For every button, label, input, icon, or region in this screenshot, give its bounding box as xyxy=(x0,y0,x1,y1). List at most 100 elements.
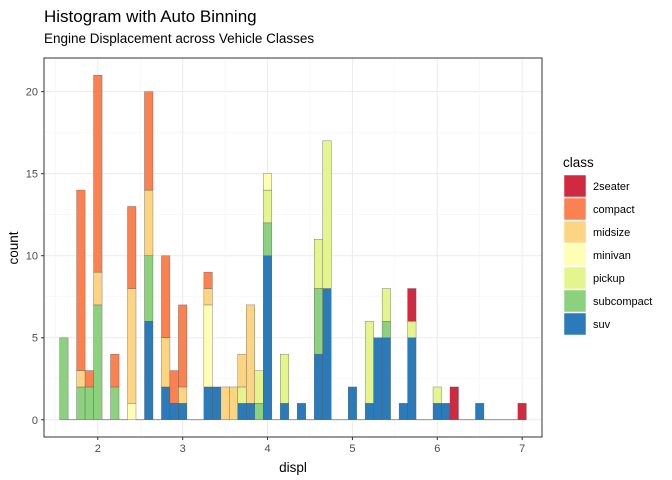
legend-label-pickup: pickup xyxy=(593,273,625,285)
bar-segment-suv xyxy=(441,403,451,420)
bar-segment-suv xyxy=(144,321,154,420)
bar-segment-midsize xyxy=(161,337,171,388)
legend-label-minivan: minivan xyxy=(593,250,631,262)
bar-segment-suv xyxy=(212,386,222,420)
bar-segment-midsize xyxy=(76,370,86,388)
legend-swatch-compact xyxy=(563,197,587,221)
bar-segment-subcompact xyxy=(381,321,391,338)
bar-segment-compact xyxy=(76,189,86,371)
bars-layer xyxy=(59,75,527,421)
chart-title: Histogram with Auto Binning xyxy=(44,7,257,26)
legend-label-midsize: midsize xyxy=(593,227,630,239)
bar-segment-suv xyxy=(364,403,374,420)
bar-segment-suv xyxy=(263,255,272,420)
bar-segment-pickup xyxy=(280,353,289,404)
legend-swatch-pickup xyxy=(563,266,587,290)
bar-segment-pickup xyxy=(381,288,391,322)
x-tick-label: 7 xyxy=(519,443,525,455)
bar-segment-minivan xyxy=(203,304,213,388)
bar-segment-subcompact xyxy=(84,386,94,420)
bar-segment-suv xyxy=(161,386,171,420)
bar-segment-pickup xyxy=(263,189,272,224)
chart-subtitle: Engine Displacement across Vehicle Class… xyxy=(44,31,314,46)
bar-segment-compact xyxy=(178,304,188,388)
bar-segment-subcompact xyxy=(144,255,154,322)
bar-segment-suv xyxy=(322,288,332,420)
y-tick-label: 20 xyxy=(26,87,38,99)
bar-segment-2seater xyxy=(449,386,459,420)
bar-segment-suv xyxy=(178,403,188,420)
legend-swatch-midsize xyxy=(563,220,587,244)
bar-segment-suv xyxy=(407,337,417,420)
x-tick-label: 4 xyxy=(264,443,270,455)
bar-segment-compact xyxy=(110,353,120,388)
y-axis-label: count xyxy=(6,231,21,264)
bar-segment-pickup xyxy=(322,140,332,289)
legend: class 2seater compact midsize minivan pickup… xyxy=(563,155,652,336)
bar-segment-pickup xyxy=(254,370,264,404)
y-tick-label: 15 xyxy=(26,169,38,181)
bar-segment-subcompact xyxy=(76,386,86,420)
bar-segment-compact xyxy=(84,370,94,388)
bar-segment-compact xyxy=(169,370,179,404)
bar-segment-pickup xyxy=(407,321,417,338)
bar-segment-2seater xyxy=(407,288,417,322)
bar-segment-pickup xyxy=(237,386,247,404)
bar-segment-suv xyxy=(475,403,485,420)
legend-title: class xyxy=(563,155,594,170)
legend-label-subcompact: subcompact xyxy=(593,296,652,308)
bar-segment-subcompact xyxy=(59,337,69,420)
bar-segment-midsize xyxy=(220,386,230,420)
bar-segment-midsize xyxy=(93,271,103,306)
plot-panel xyxy=(44,58,542,437)
bar-segment-pickup xyxy=(364,321,374,404)
bar-segment-2seater xyxy=(517,403,527,420)
x-axis-label: displ xyxy=(279,460,307,475)
bar-segment-midsize xyxy=(229,386,239,420)
bar-segment-suv xyxy=(280,403,289,420)
x-tick-label: 5 xyxy=(349,443,355,455)
x-axis-ticks: 2 3 4 5 6 7 xyxy=(95,437,525,455)
bar-segment-compact xyxy=(127,206,137,289)
bar-segment-midsize xyxy=(178,386,188,404)
bar-segment-subcompact xyxy=(263,222,272,256)
bar-segment-suv xyxy=(381,337,391,420)
bar-segment-suv xyxy=(297,403,306,420)
bar-segment-subcompact xyxy=(93,304,103,420)
bar-segment-suv xyxy=(169,403,179,420)
plot-border xyxy=(43,57,543,438)
bar-segment-suv xyxy=(347,386,357,420)
bar-segment-minivan xyxy=(127,403,137,420)
bar-segment-subcompact xyxy=(314,288,323,355)
x-tick-label: 6 xyxy=(434,443,440,455)
bar-segment-compact xyxy=(203,271,213,289)
legend-swatch-suv xyxy=(563,312,587,336)
bar-segment-subcompact xyxy=(254,403,264,420)
x-tick-label: 3 xyxy=(180,443,186,455)
bar-segment-compact xyxy=(161,255,171,338)
bar-segment-midsize xyxy=(144,189,154,256)
y-tick-label: 0 xyxy=(32,415,38,427)
bar-segment-pickup xyxy=(432,386,442,404)
bar-segment-midsize xyxy=(203,288,213,306)
legend-label-2seater: 2seater xyxy=(593,181,630,193)
bar-segment-pickup xyxy=(314,239,323,289)
bar-segment-compact xyxy=(144,91,154,191)
bar-segment-suv xyxy=(314,353,323,420)
bar-segment-subcompact xyxy=(110,386,120,420)
bar-segment-suv xyxy=(432,403,442,420)
bar-segment-minivan xyxy=(263,173,272,191)
y-tick-label: 10 xyxy=(26,251,38,263)
legend-label-suv: suv xyxy=(593,319,611,331)
bar-segment-suv xyxy=(203,386,213,420)
legend-swatch-subcompact xyxy=(563,289,587,313)
y-tick-label: 5 xyxy=(32,333,38,345)
x-tick-label: 2 xyxy=(95,443,101,455)
bar-segment-suv xyxy=(246,403,255,420)
bar-segment-midsize xyxy=(246,304,255,404)
bar-segment-suv xyxy=(398,403,408,420)
bar-segment-suv xyxy=(237,403,247,420)
y-axis-ticks: 0 5 10 15 20 xyxy=(26,87,44,427)
bar-segment-compact xyxy=(93,75,103,273)
